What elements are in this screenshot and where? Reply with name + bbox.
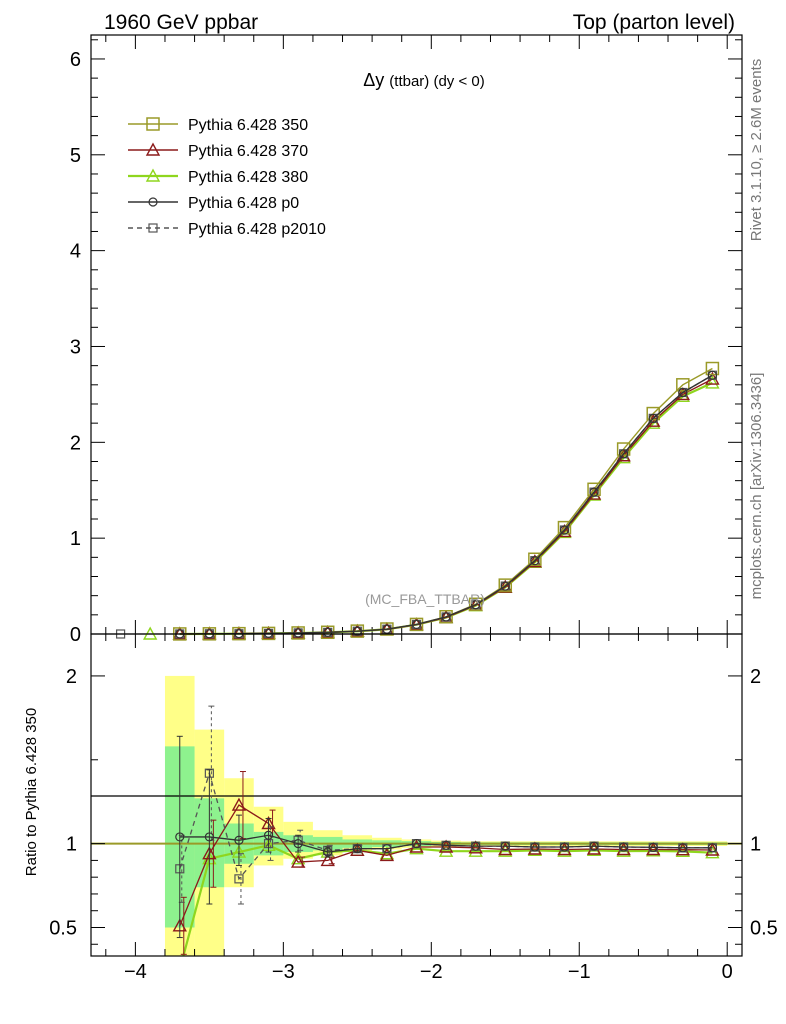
y-tick-label: 6 bbox=[70, 49, 81, 71]
ratio-y-tick-label-right: 2 bbox=[750, 666, 761, 688]
y-tick-label: 2 bbox=[70, 432, 81, 454]
legend: Pythia 6.428 350 Pythia 6.428 370 Pythia 6… bbox=[128, 117, 326, 238]
ratio-y-tick-label: 2 bbox=[66, 666, 77, 688]
source-label: mcplots.cern.ch [arXiv:1306.3436] bbox=[748, 373, 765, 600]
watermark: (MC_FBA_TTBAR) bbox=[365, 591, 485, 607]
header-left: 1960 GeV ppbar bbox=[104, 11, 258, 34]
y-tick-label: 4 bbox=[70, 241, 81, 263]
plot-title: Δy (ttbar) (dy < 0) bbox=[363, 70, 484, 90]
legend-label: Pythia 6.428 p0 bbox=[188, 195, 299, 212]
x-tick-label: 0 bbox=[722, 961, 733, 983]
legend-entry-p350: Pythia 6.428 350 bbox=[128, 117, 308, 134]
figure: 1960 GeV ppbar Top (parton level) 0 1 2 3 4 5… bbox=[0, 0, 786, 1024]
x-tick-label: −3 bbox=[272, 961, 295, 983]
main-plot: 0 1 2 3 4 5 6 Δy (ttbar) (dy < 0) (MC_FBA_TTBAR… bbox=[70, 35, 742, 646]
legend-label: Pythia 6.428 350 bbox=[188, 117, 308, 134]
ratio-y-tick-label-right: 1 bbox=[750, 834, 761, 856]
legend-entry-p0: Pythia 6.428 p0 bbox=[128, 195, 299, 212]
y-tick-label: 3 bbox=[70, 336, 81, 358]
legend-entry-p380: Pythia 6.428 380 bbox=[128, 169, 308, 186]
ratio-y-tick-label: 0.5 bbox=[49, 917, 77, 939]
y-tick-label: 5 bbox=[70, 145, 81, 167]
x-tick-label: −1 bbox=[568, 961, 591, 983]
x-tick-label: −4 bbox=[124, 961, 147, 983]
x-tick-label: −2 bbox=[420, 961, 443, 983]
ratio-y-axis-label: Ratio to Pythia 6.428 350 bbox=[23, 708, 40, 876]
legend-label: Pythia 6.428 p2010 bbox=[188, 221, 326, 238]
y-tick-label: 1 bbox=[70, 528, 81, 550]
ratio-y-tick-label: 1 bbox=[66, 834, 77, 856]
y-tick-label: 0 bbox=[70, 624, 81, 646]
ratio-y-tick-label-right: 0.5 bbox=[750, 917, 778, 939]
legend-entry-p2010: Pythia 6.428 p2010 bbox=[128, 221, 326, 238]
legend-label: Pythia 6.428 380 bbox=[188, 169, 308, 186]
rivet-label: Rivet 3.1.10, ≥ 2.6M events bbox=[748, 59, 765, 242]
ratio-plot: 0.5 0.5 1 1 2 2 −4 −3 −2 −1 0 Ratio to Pythia 6.42… bbox=[23, 634, 778, 983]
ratio-series-p2010 bbox=[176, 706, 717, 904]
header-right: Top (parton level) bbox=[573, 11, 735, 34]
legend-entry-p370: Pythia 6.428 370 bbox=[128, 143, 308, 160]
legend-label: Pythia 6.428 370 bbox=[188, 143, 308, 160]
ratio-series-p0 bbox=[176, 736, 717, 937]
